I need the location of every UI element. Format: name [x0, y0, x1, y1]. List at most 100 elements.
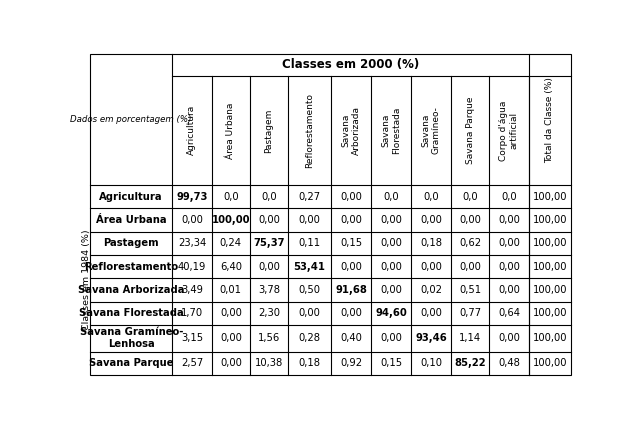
Text: 0,27: 0,27	[299, 192, 320, 202]
Text: 0,00: 0,00	[220, 333, 242, 343]
Text: 0,00: 0,00	[181, 215, 203, 225]
Text: 0,15: 0,15	[340, 238, 362, 248]
Text: 0,50: 0,50	[299, 285, 320, 295]
Text: 94,60: 94,60	[375, 308, 407, 318]
Text: Pastagem: Pastagem	[103, 238, 159, 248]
Text: 0,00: 0,00	[459, 215, 481, 225]
Text: 100,00: 100,00	[533, 215, 567, 225]
Text: 53,41: 53,41	[294, 262, 326, 272]
Text: 0,62: 0,62	[459, 238, 481, 248]
Text: 100,00: 100,00	[533, 285, 567, 295]
Text: 0,00: 0,00	[380, 285, 403, 295]
Text: 40,19: 40,19	[178, 262, 206, 272]
Text: 0,0: 0,0	[424, 192, 439, 202]
Text: 99,73: 99,73	[176, 192, 208, 202]
Text: 0,00: 0,00	[220, 308, 242, 318]
Text: Classes em 2000 (%): Classes em 2000 (%)	[282, 58, 419, 71]
Text: Pastagem: Pastagem	[264, 108, 273, 153]
Text: Reflorestamento: Reflorestamento	[84, 262, 178, 272]
Text: 0,00: 0,00	[341, 308, 362, 318]
Text: 0,00: 0,00	[341, 215, 362, 225]
Text: 100,00: 100,00	[533, 262, 567, 272]
Text: Agricultura: Agricultura	[99, 192, 163, 202]
Text: 10,38: 10,38	[255, 358, 283, 368]
Text: 2,30: 2,30	[258, 308, 280, 318]
Text: 0,01: 0,01	[220, 285, 242, 295]
Text: 6,40: 6,40	[220, 262, 242, 272]
Text: 3,78: 3,78	[258, 285, 280, 295]
Text: 0,00: 0,00	[498, 215, 520, 225]
Text: 1,56: 1,56	[258, 333, 280, 343]
Text: 0,00: 0,00	[258, 215, 280, 225]
Text: 0,00: 0,00	[420, 215, 442, 225]
Text: 91,68: 91,68	[336, 285, 368, 295]
Text: 0,40: 0,40	[341, 333, 362, 343]
Text: 23,34: 23,34	[178, 238, 206, 248]
Text: 85,22: 85,22	[454, 358, 486, 368]
Text: 0,00: 0,00	[299, 308, 320, 318]
Text: Savana
Gramíneo-: Savana Gramíneo-	[422, 106, 441, 154]
Text: 0,0: 0,0	[223, 192, 239, 202]
Text: 0,00: 0,00	[380, 262, 403, 272]
Text: 0,00: 0,00	[498, 285, 520, 295]
Text: 0,64: 0,64	[498, 308, 520, 318]
Text: Savana Florestada: Savana Florestada	[79, 308, 183, 318]
Text: Savana Parque: Savana Parque	[466, 96, 475, 164]
Text: Savana
Florestada: Savana Florestada	[382, 107, 401, 154]
Text: 0,00: 0,00	[299, 215, 320, 225]
Text: 0,0: 0,0	[261, 192, 276, 202]
Text: 0,28: 0,28	[299, 333, 320, 343]
Text: Corpo d'água
artificial: Corpo d'água artificial	[499, 100, 519, 161]
Text: 0,15: 0,15	[380, 358, 403, 368]
Text: Total da Classe (%): Total da Classe (%)	[545, 77, 554, 163]
Text: Área Urbana: Área Urbana	[96, 215, 166, 225]
Text: 0,11: 0,11	[299, 238, 320, 248]
Text: Savana Gramíneo-
Lenhosa: Savana Gramíneo- Lenhosa	[80, 328, 183, 349]
Text: 0,0: 0,0	[462, 192, 478, 202]
Text: 100,00: 100,00	[533, 333, 567, 343]
Text: Savana Arborizada: Savana Arborizada	[78, 285, 185, 295]
Text: 0,00: 0,00	[420, 262, 442, 272]
Text: 0,00: 0,00	[498, 262, 520, 272]
Text: 0,00: 0,00	[498, 238, 520, 248]
Text: Dados em porcentagem (%): Dados em porcentagem (%)	[71, 115, 192, 124]
Text: 100,00: 100,00	[533, 358, 567, 368]
Text: 0,00: 0,00	[459, 262, 481, 272]
Text: 0,92: 0,92	[340, 358, 362, 368]
Text: 0,10: 0,10	[420, 358, 442, 368]
Text: 0,00: 0,00	[380, 238, 403, 248]
Text: 0,51: 0,51	[459, 285, 481, 295]
Text: 0,00: 0,00	[420, 308, 442, 318]
Text: 0,18: 0,18	[299, 358, 320, 368]
Text: 0,0: 0,0	[383, 192, 399, 202]
Text: 0,00: 0,00	[220, 358, 242, 368]
Text: Reflorestamento: Reflorestamento	[305, 93, 314, 168]
Text: 3,15: 3,15	[181, 333, 203, 343]
Text: 0,00: 0,00	[498, 333, 520, 343]
Text: 0,02: 0,02	[420, 285, 442, 295]
Text: 0,77: 0,77	[459, 308, 481, 318]
Text: 0,48: 0,48	[498, 358, 520, 368]
Text: 0,00: 0,00	[341, 262, 362, 272]
Text: 1,14: 1,14	[459, 333, 481, 343]
Text: 0,00: 0,00	[258, 262, 280, 272]
Text: 3,49: 3,49	[181, 285, 203, 295]
Text: 1,70: 1,70	[181, 308, 203, 318]
Text: 100,00: 100,00	[533, 238, 567, 248]
Text: 0,00: 0,00	[380, 333, 403, 343]
Text: 100,00: 100,00	[211, 215, 250, 225]
Text: 0,00: 0,00	[380, 215, 403, 225]
Text: 100,00: 100,00	[533, 192, 567, 202]
Text: 0,24: 0,24	[220, 238, 242, 248]
Text: 0,00: 0,00	[341, 192, 362, 202]
Text: 2,57: 2,57	[181, 358, 203, 368]
Text: 100,00: 100,00	[533, 308, 567, 318]
Text: 0,18: 0,18	[420, 238, 442, 248]
Text: Savana
Arborizada: Savana Arborizada	[341, 106, 361, 155]
Text: Agricultura: Agricultura	[187, 105, 196, 156]
Text: 0,0: 0,0	[501, 192, 517, 202]
Text: 93,46: 93,46	[415, 333, 447, 343]
Text: Área Urbana: Área Urbana	[226, 102, 235, 159]
Text: 75,37: 75,37	[253, 238, 285, 248]
Text: Savana Parque: Savana Parque	[89, 358, 173, 368]
